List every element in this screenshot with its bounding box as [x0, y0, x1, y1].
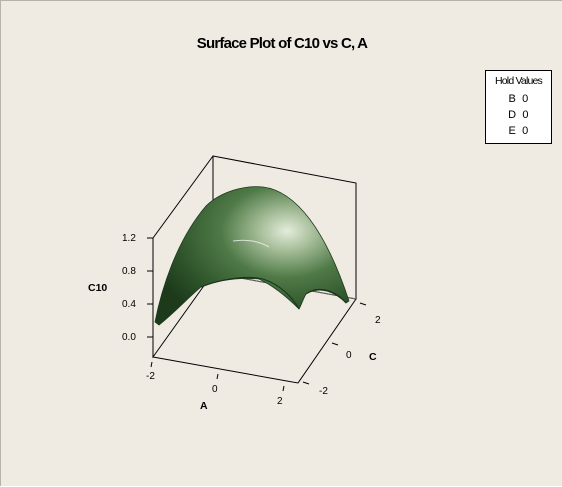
z-axis-label: C10 — [88, 282, 107, 294]
x-axis — [150, 361, 285, 392]
hold-factor-b: B — [508, 93, 517, 105]
hold-values-title: Hold Values — [494, 75, 543, 87]
z-axis — [147, 237, 153, 338]
y-tick-mark-neg2 — [302, 381, 310, 385]
surface — [154, 186, 350, 326]
x-tick-2: 2 — [277, 396, 283, 407]
y-tick-mark-2 — [359, 302, 367, 306]
hold-value-e: 0 — [522, 125, 529, 137]
surface-body — [154, 186, 350, 326]
x-axis-label: A — [200, 400, 208, 412]
z-tick-0.4: 0.4 — [122, 299, 136, 310]
y-tick-neg2: -2 — [319, 386, 328, 397]
surface-highlight-streak — [232, 239, 270, 248]
y-axis — [302, 302, 367, 385]
surface-fold — [200, 276, 300, 310]
x-tick-mark-neg2 — [150, 361, 153, 368]
hold-factor-e: E — [508, 125, 517, 137]
x-tick-mark-2 — [282, 385, 285, 392]
surface-rim — [305, 288, 347, 304]
chart-title: Surface Plot of C10 vs C, A — [196, 35, 368, 52]
z-tick-1.2: 1.2 — [122, 233, 136, 244]
y-tick-mark-0 — [331, 342, 339, 346]
hold-value-d: 0 — [522, 109, 529, 121]
hold-factor-d: D — [508, 109, 517, 121]
x-tick-neg2: -2 — [146, 371, 155, 382]
y-tick-0: 0 — [346, 350, 352, 361]
z-tick-0.0: 0.0 — [122, 332, 136, 343]
box-floor — [152, 298, 357, 384]
y-axis-label: C — [369, 351, 377, 363]
y-tick-2: 2 — [375, 315, 381, 326]
box-left-wall — [152, 155, 214, 359]
z-tick-0.8: 0.8 — [122, 266, 136, 277]
x-tick-mark-0 — [216, 373, 219, 380]
x-tick-0: 0 — [212, 384, 218, 395]
hold-value-b: 0 — [522, 93, 529, 105]
